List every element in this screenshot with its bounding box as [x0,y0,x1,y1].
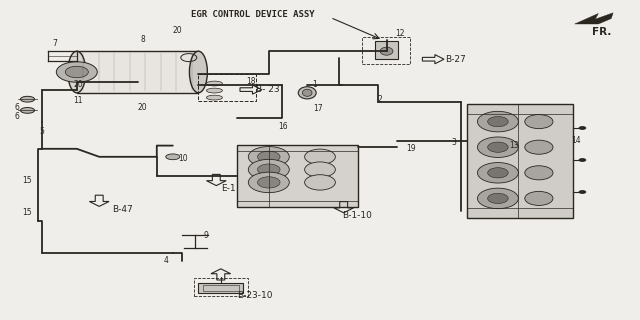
Circle shape [248,159,289,180]
Ellipse shape [206,95,223,100]
Bar [362,37,410,64]
Text: EGR CONTROL DEVICE ASSY: EGR CONTROL DEVICE ASSY [191,10,315,19]
Text: 17: 17 [314,104,323,113]
Text: 3: 3 [451,138,456,147]
Text: 1: 1 [312,80,317,89]
Circle shape [305,162,335,177]
Circle shape [65,66,88,78]
Text: 7: 7 [52,39,58,48]
Circle shape [257,177,280,188]
Polygon shape [575,13,613,24]
Text: B-1-10: B-1-10 [342,212,372,220]
Text: 15: 15 [22,176,32,185]
Circle shape [488,168,508,178]
Circle shape [579,158,586,162]
Text: 19: 19 [406,144,416,153]
Text: E-1: E-1 [221,184,236,193]
Ellipse shape [380,47,393,55]
Text: 18: 18 [246,77,256,86]
Text: B-27: B-27 [445,55,465,64]
Text: B-47: B-47 [112,205,132,214]
Circle shape [488,116,508,127]
Circle shape [56,62,97,82]
Text: 2: 2 [378,95,382,104]
Circle shape [488,193,508,204]
Circle shape [477,188,518,209]
Text: 20: 20 [74,80,83,89]
Text: 4: 4 [163,256,168,265]
Text: 6: 6 [14,112,19,121]
Bar [203,285,239,291]
Circle shape [525,166,553,180]
Circle shape [305,149,335,164]
Text: 14: 14 [571,136,580,145]
Bar [198,283,243,293]
Text: FR.: FR. [592,27,611,37]
Text: B-23-10: B-23-10 [237,292,272,300]
Ellipse shape [206,81,223,86]
Bar [194,278,248,296]
Circle shape [525,115,553,129]
Circle shape [477,111,518,132]
Text: 16: 16 [278,122,288,131]
Text: 8: 8 [141,36,145,44]
Ellipse shape [189,51,207,93]
Ellipse shape [68,51,86,93]
Text: 20: 20 [138,103,147,112]
Circle shape [477,163,518,183]
Circle shape [579,126,586,130]
Text: 5: 5 [40,127,45,136]
Text: B- 23: B- 23 [256,85,280,94]
Circle shape [525,140,553,154]
Bar [467,104,573,218]
Text: 9: 9 [204,231,209,240]
Bar [198,74,256,101]
Text: 15: 15 [22,208,32,217]
Ellipse shape [20,96,35,102]
Circle shape [477,137,518,157]
Bar [375,41,398,59]
Circle shape [579,190,586,194]
Bar [77,51,198,93]
Text: 10: 10 [178,154,188,163]
Text: 12: 12 [395,29,404,38]
Circle shape [257,164,280,175]
Circle shape [488,142,508,152]
Ellipse shape [302,89,312,96]
Ellipse shape [298,87,316,99]
Circle shape [525,191,553,205]
Text: 20: 20 [173,26,182,35]
Text: 6: 6 [14,103,19,112]
Circle shape [248,147,289,167]
Circle shape [305,175,335,190]
Circle shape [248,172,289,193]
Bar [237,145,358,207]
Circle shape [257,151,280,163]
Ellipse shape [20,108,35,113]
Text: 13: 13 [509,141,518,150]
Ellipse shape [206,88,223,93]
Ellipse shape [166,154,180,160]
Text: 11: 11 [74,96,83,105]
